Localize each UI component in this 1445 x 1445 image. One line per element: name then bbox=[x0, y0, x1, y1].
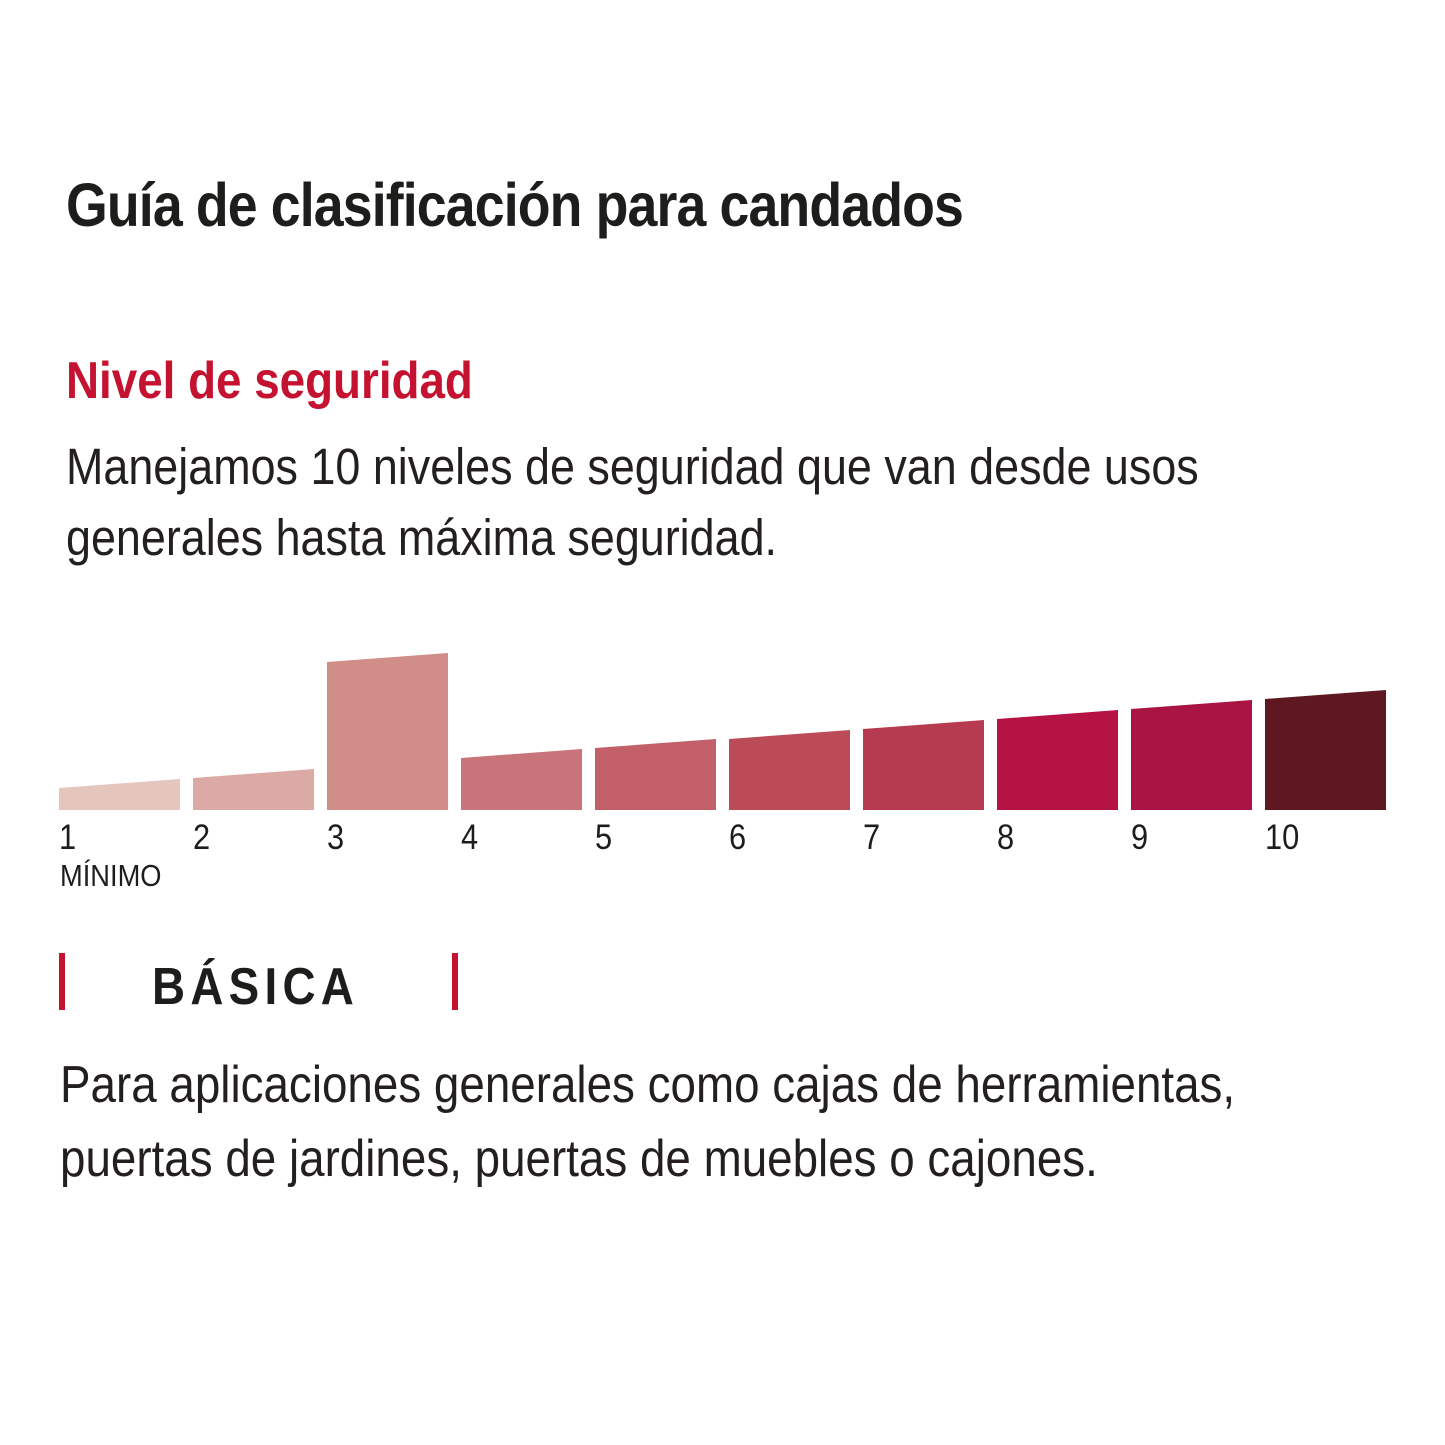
chart-tick-label-5: 5 bbox=[595, 818, 614, 858]
chart-tick-label-8: 8 bbox=[997, 818, 1016, 858]
chart-tick-label-3: 3 bbox=[327, 818, 346, 858]
chart-tick-label-text-6: 6 bbox=[729, 818, 747, 857]
chart-tick-label-text-3: 3 bbox=[327, 818, 345, 857]
chart-tick-label-text-10: 10 bbox=[1265, 818, 1300, 857]
basica-range-end-marker bbox=[452, 953, 458, 1010]
basica-range-start-marker bbox=[59, 953, 65, 1010]
classification-label: BÁSICA bbox=[152, 958, 360, 1016]
chart-tick-label-text-5: 5 bbox=[595, 818, 613, 857]
chart-tick-label-7: 7 bbox=[863, 818, 882, 858]
chart-tick-label-text-9: 9 bbox=[1131, 818, 1149, 857]
chart-tick-label-1: 1 bbox=[59, 818, 78, 858]
security-level-heading: Nivel de seguridad bbox=[66, 351, 528, 411]
chart-bar-level-6 bbox=[729, 730, 850, 810]
chart-tick-label-9: 9 bbox=[1131, 818, 1150, 858]
chart-bar-level-8 bbox=[997, 710, 1118, 810]
chart-tick-label-text-4: 4 bbox=[461, 818, 479, 857]
chart-tick-label-10: 10 bbox=[1265, 818, 1304, 858]
chart-minimum-label: MÍNIMO bbox=[60, 858, 162, 893]
chart-bar-level-4 bbox=[461, 749, 582, 810]
chart-tick-label-text-8: 8 bbox=[997, 818, 1015, 857]
classification-description-line-2: puertas de jardines, puertas de muebles … bbox=[60, 1130, 1098, 1188]
chart-bar-level-7 bbox=[863, 720, 984, 810]
chart-bar-level-1 bbox=[59, 779, 180, 810]
chart-bar-level-3 bbox=[327, 653, 448, 810]
chart-tick-label-2: 2 bbox=[193, 818, 212, 858]
chart-bar-level-10 bbox=[1265, 690, 1386, 810]
page-title: Guía de clasificación para candados bbox=[66, 170, 1085, 240]
chart-bar-level-2 bbox=[193, 769, 314, 810]
classification-description-line-1: Para aplicaciones generales como cajas d… bbox=[60, 1056, 1236, 1114]
chart-bar-level-9 bbox=[1131, 700, 1252, 810]
security-level-chart bbox=[59, 653, 1386, 810]
chart-tick-label-4: 4 bbox=[461, 818, 480, 858]
chart-tick-label-6: 6 bbox=[729, 818, 748, 858]
chart-tick-label-text-2: 2 bbox=[193, 818, 211, 857]
security-level-heading-text: Nivel de seguridad bbox=[66, 352, 473, 410]
security-intro-line-1: Manejamos 10 niveles de seguridad que va… bbox=[66, 438, 1199, 495]
chart-bar-level-5 bbox=[595, 739, 716, 810]
security-intro-line-2: generales hasta máxima seguridad. bbox=[66, 509, 778, 566]
chart-tick-label-text-7: 7 bbox=[863, 818, 881, 857]
page-title-text: Guía de clasificación para candados bbox=[66, 171, 964, 239]
chart-tick-label-text-1: 1 bbox=[59, 818, 77, 857]
